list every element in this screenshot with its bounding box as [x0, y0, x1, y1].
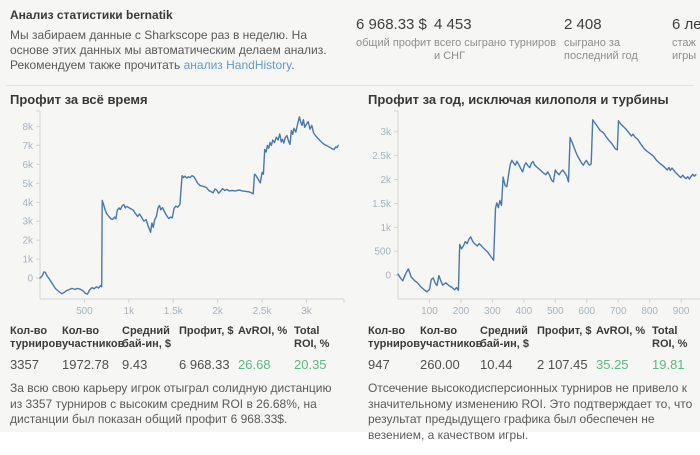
table-value-cell: 2 107.45	[537, 357, 588, 372]
table-header-cell: Кол-во участников	[420, 325, 483, 350]
table-value-cell: 3357	[10, 357, 39, 372]
svg-text:6k: 6k	[22, 160, 34, 171]
stat-experience-label: стаж игры	[672, 37, 697, 62]
intro-block: Анализ статистики bernatik Мы забираем д…	[10, 8, 348, 73]
table-value-cell: 10.44	[480, 357, 513, 372]
header-divider	[6, 85, 694, 86]
header: Анализ статистики bernatik Мы забираем д…	[10, 8, 700, 73]
svg-text:3k: 3k	[301, 306, 313, 317]
stat-games-last-year: 2 408 сыграно за последний год	[564, 16, 672, 73]
svg-text:800: 800	[641, 306, 658, 317]
stat-total-profit-label: общий профит	[356, 37, 432, 49]
svg-text:1k: 1k	[380, 223, 392, 234]
svg-text:7k: 7k	[22, 141, 34, 152]
table-header-cell: Total ROI, %	[652, 325, 688, 350]
table-value-cell: 9.43	[122, 357, 148, 372]
svg-text:700: 700	[610, 306, 627, 317]
table-value-cell: 1972.78	[62, 357, 109, 372]
stat-total-profit: 6 968.33 $ общий профит	[356, 16, 434, 73]
stat-total-profit-value: 6 968.33 $	[356, 16, 427, 33]
table-value-cell-avroi: 35.25	[596, 357, 629, 372]
table-header-cell: Кол-во турниров	[10, 325, 62, 350]
intro-paragraph: Мы забираем данные с Sharkscope раз в не…	[10, 28, 348, 73]
svg-text:200: 200	[453, 306, 470, 317]
handhistory-link[interactable]: анализ HandHistory	[183, 58, 292, 72]
svg-text:2.5k: 2.5k	[253, 306, 273, 317]
svg-text:1.5k: 1.5k	[372, 199, 392, 210]
svg-text:2.5k: 2.5k	[372, 151, 392, 162]
svg-text:600: 600	[578, 306, 595, 317]
svg-text:5k: 5k	[22, 179, 34, 190]
profit-year-filtered-chart: 0 500 1k 1.5k 2k 2.5k 3k 100 200 300 400 500 600 700 8…	[372, 110, 700, 317]
svg-text:3k: 3k	[22, 217, 34, 228]
section-title-all-time: Профит за всё время	[10, 92, 148, 107]
stat-games-last-year-label: сыграно за последний год	[564, 37, 638, 62]
table-value-cell-totalroi: 19.81	[652, 357, 685, 372]
svg-text:3k: 3k	[380, 127, 392, 138]
table-value-cell: 260.00	[420, 357, 460, 372]
note-all-time: За всю свою карьеру игрок отыграл солидн…	[10, 381, 332, 426]
svg-text:1k: 1k	[22, 255, 34, 266]
table-value-cell-avroi: 26.68	[238, 357, 271, 372]
table-header-cell: Профит, $	[179, 325, 234, 337]
svg-text:100: 100	[421, 306, 438, 317]
svg-text:500: 500	[76, 306, 93, 317]
svg-text:1k: 1k	[124, 306, 136, 317]
svg-text:500: 500	[374, 247, 391, 258]
table-value-cell-totalroi: 20.35	[294, 357, 327, 372]
svg-text:8k: 8k	[22, 122, 34, 133]
table-header-cell: Total ROI, %	[294, 325, 330, 350]
intro-text-after: .	[291, 58, 295, 72]
column-year-filtered: Профит за год, исключая килополя и турби…	[368, 92, 700, 455]
table-header-cell: Кол-во турниров	[368, 325, 420, 350]
svg-text:0: 0	[385, 271, 391, 282]
stats-table-year-filtered: Кол-во турниров Кол-во участников Средни…	[368, 325, 700, 372]
intro-text-before: Мы забираем данные с Sharkscope раз в не…	[10, 28, 327, 72]
table-header-cell: Кол-во участников	[62, 325, 125, 350]
table-header-cell: Профит, $	[537, 325, 592, 337]
svg-text:4k: 4k	[22, 198, 34, 209]
page-title: Анализ статистики bernatik	[10, 8, 173, 22]
main-content: Профит за всё время 0 1k 2k 3k 4k 5k 6k 7k 8k 500…	[10, 92, 700, 455]
svg-text:0: 0	[27, 274, 33, 285]
svg-text:400: 400	[515, 306, 532, 317]
table-header-cell: Средний бай-ин, $	[480, 325, 529, 350]
svg-text:500: 500	[547, 306, 564, 317]
svg-text:2k: 2k	[380, 175, 392, 186]
stat-total-games-value: 4 453	[434, 16, 472, 33]
table-header-cell: Средний бай-ин, $	[122, 325, 171, 350]
stat-games-last-year-value: 2 408	[564, 16, 602, 33]
svg-text:1.5k: 1.5k	[164, 306, 184, 317]
column-all-time: Профит за всё время 0 1k 2k 3k 4k 5k 6k 7k 8k 500…	[10, 92, 346, 455]
profit-all-time-chart: 0 1k 2k 3k 4k 5k 6k 7k 8k 500 1k 1.5k 2k 2.5k 3k	[22, 110, 345, 317]
note-year-filtered: Отсечение высокодисперсионных турниров н…	[368, 381, 693, 442]
stats-table-all-time: Кол-во турниров Кол-во участников Средни…	[10, 325, 346, 372]
table-value-cell: 947	[368, 357, 390, 372]
stat-experience: 6 лет стаж игры	[672, 16, 700, 73]
svg-text:2k: 2k	[212, 306, 224, 317]
table-header-cell: AvROI, %	[596, 325, 646, 337]
stat-total-games: 4 453 всего сыграно турниров и СНГ	[434, 16, 564, 73]
page: Анализ статистики bernatik Мы забираем д…	[0, 0, 700, 442]
stat-experience-value: 6 лет	[672, 16, 700, 33]
table-value-cell: 6 968.33	[179, 357, 230, 372]
stats-row: 6 968.33 $ общий профит 4 453 всего сыгр…	[348, 8, 700, 73]
svg-text:2k: 2k	[22, 236, 34, 247]
section-title-year-filtered: Профит за год, исключая килополя и турби…	[368, 92, 669, 107]
svg-text:300: 300	[484, 306, 501, 317]
table-header-cell: AvROI, %	[238, 325, 288, 337]
svg-text:900: 900	[673, 306, 690, 317]
stat-total-games-label: всего сыграно турниров и СНГ	[434, 37, 557, 62]
